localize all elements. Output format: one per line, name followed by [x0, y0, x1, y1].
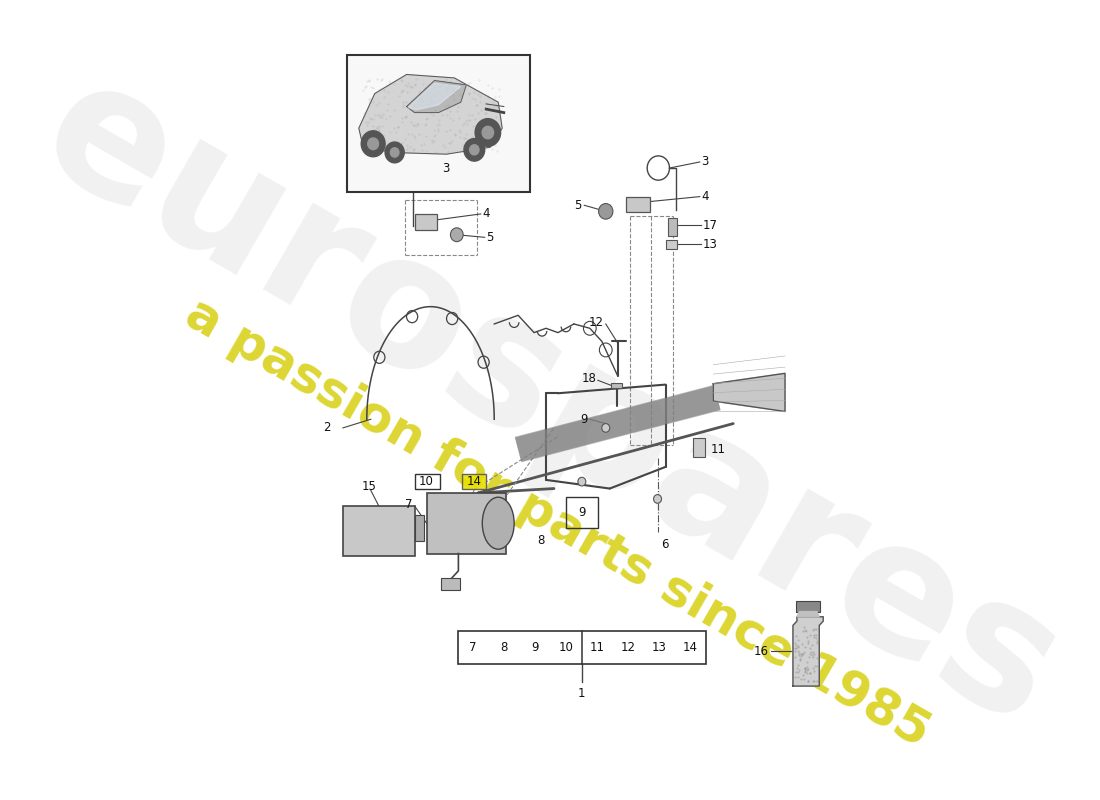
Bar — [565, 498, 597, 527]
Text: 18: 18 — [581, 372, 596, 385]
Polygon shape — [793, 617, 823, 686]
Circle shape — [367, 138, 378, 150]
Polygon shape — [359, 74, 503, 154]
Text: 3: 3 — [702, 155, 708, 169]
Bar — [462, 474, 486, 490]
Bar — [693, 438, 704, 458]
Bar — [667, 240, 678, 249]
Text: 9: 9 — [579, 506, 585, 519]
Bar — [346, 55, 530, 192]
Circle shape — [482, 126, 494, 138]
Circle shape — [390, 148, 399, 157]
Bar — [458, 631, 706, 665]
Text: 15: 15 — [362, 480, 376, 494]
Text: 16: 16 — [755, 645, 769, 658]
Text: 13: 13 — [703, 238, 718, 250]
Text: 5: 5 — [574, 198, 582, 212]
Text: 11: 11 — [590, 642, 605, 654]
Ellipse shape — [482, 498, 514, 549]
Bar — [612, 383, 623, 388]
Text: 8: 8 — [500, 642, 508, 654]
Circle shape — [385, 142, 404, 163]
Circle shape — [598, 203, 613, 219]
Text: 4: 4 — [702, 190, 708, 203]
Text: 10: 10 — [559, 642, 574, 654]
Text: a passion for parts since 1985: a passion for parts since 1985 — [177, 290, 938, 757]
Text: 12: 12 — [621, 642, 636, 654]
Circle shape — [464, 138, 485, 161]
Bar — [415, 474, 440, 490]
Text: 1: 1 — [579, 687, 585, 700]
Text: 7: 7 — [470, 642, 477, 654]
Text: 12: 12 — [590, 316, 604, 329]
Text: 13: 13 — [652, 642, 667, 654]
Text: 2: 2 — [323, 422, 331, 434]
Text: 5: 5 — [486, 231, 494, 244]
Text: 14: 14 — [466, 475, 482, 488]
Circle shape — [361, 130, 385, 157]
Bar — [796, 601, 820, 611]
Circle shape — [578, 478, 586, 486]
Bar — [441, 578, 460, 590]
Polygon shape — [407, 81, 466, 113]
Circle shape — [450, 228, 463, 242]
Text: eurospares: eurospares — [12, 41, 1088, 763]
Bar — [415, 514, 425, 541]
Text: 3: 3 — [442, 162, 450, 175]
Circle shape — [475, 118, 500, 146]
Bar — [668, 218, 678, 236]
Polygon shape — [796, 611, 820, 617]
Text: 8: 8 — [537, 534, 544, 547]
Polygon shape — [713, 374, 785, 411]
Circle shape — [653, 494, 661, 503]
Circle shape — [602, 423, 609, 432]
Text: 7: 7 — [405, 498, 412, 510]
Text: 10: 10 — [418, 475, 433, 488]
Text: 4: 4 — [482, 207, 490, 221]
Text: 9: 9 — [531, 642, 539, 654]
Circle shape — [470, 145, 478, 155]
Text: 11: 11 — [711, 443, 726, 456]
Text: 14: 14 — [683, 642, 698, 654]
Bar — [343, 506, 415, 556]
Bar — [427, 493, 506, 554]
Polygon shape — [408, 83, 461, 110]
Text: 9: 9 — [580, 413, 587, 426]
Bar — [627, 197, 650, 212]
Bar — [415, 214, 437, 230]
Text: 6: 6 — [661, 538, 669, 551]
Text: 17: 17 — [703, 218, 718, 232]
